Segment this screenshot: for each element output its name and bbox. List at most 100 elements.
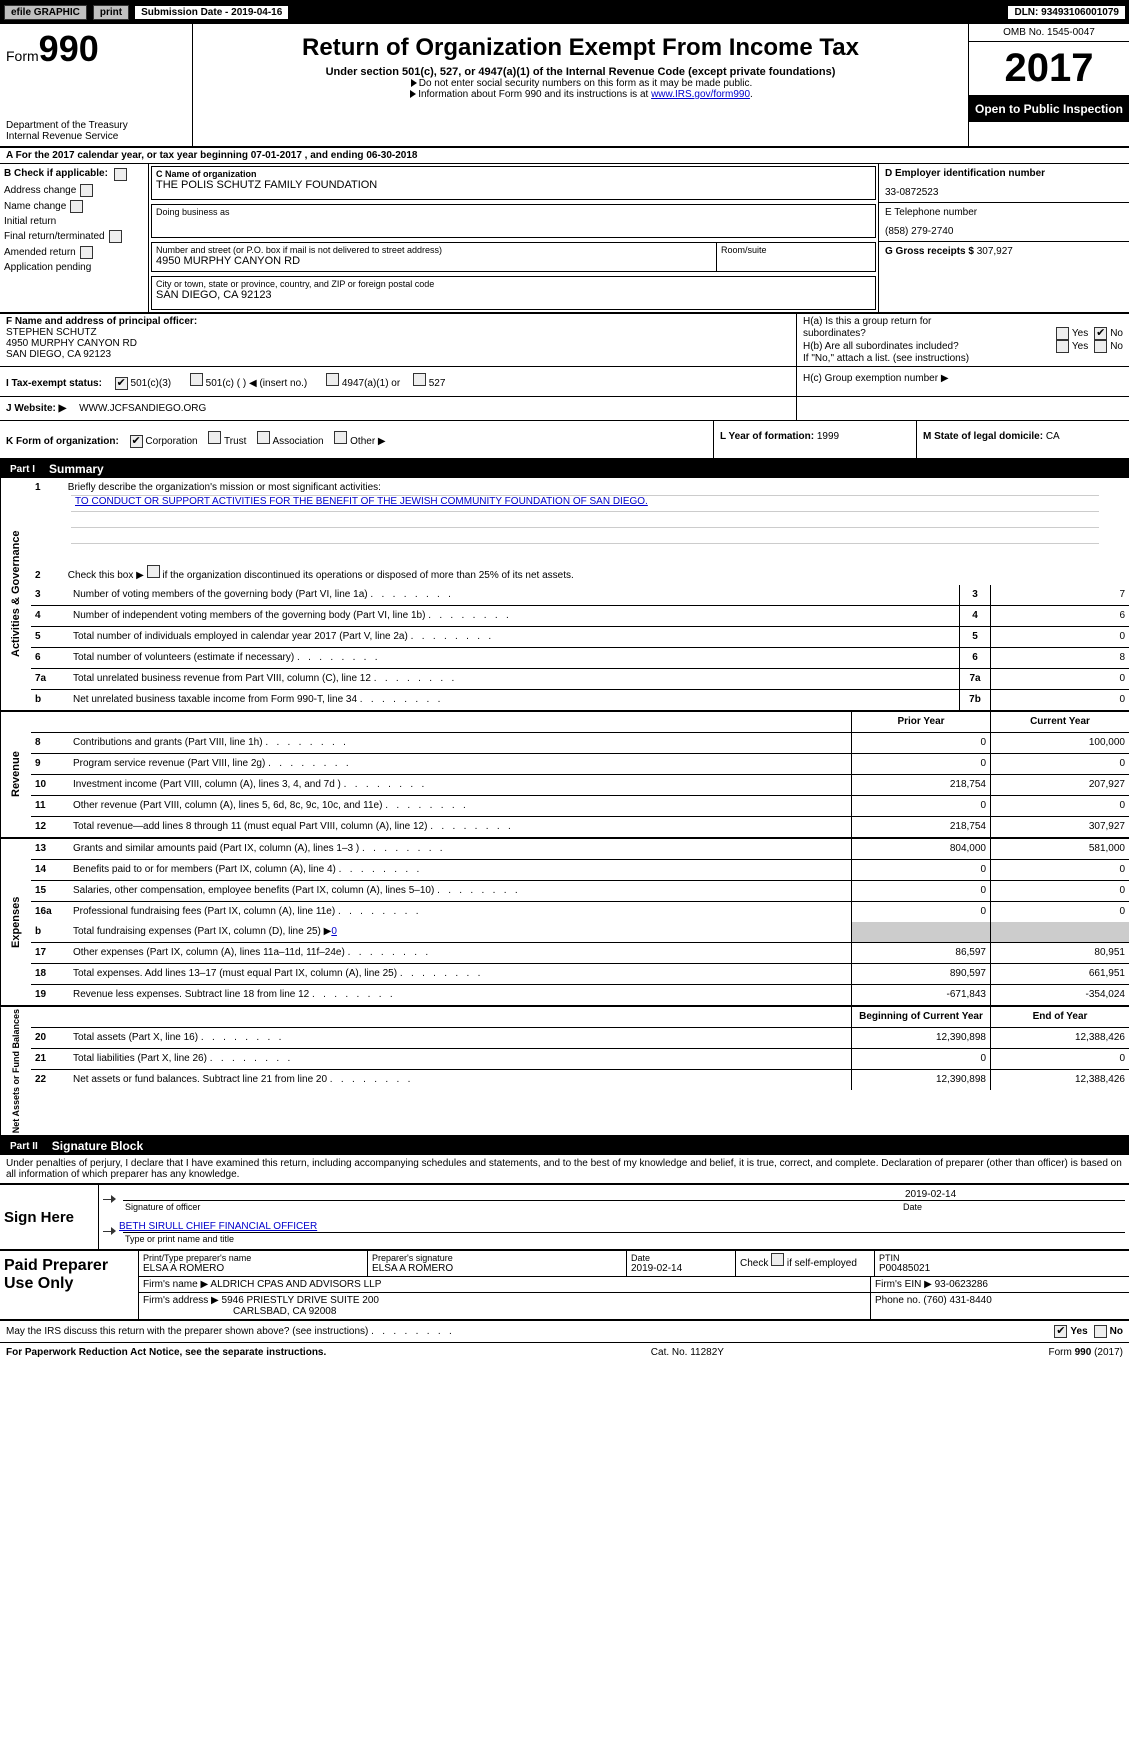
tax-year: 2017 (969, 42, 1129, 96)
checkbox-icon[interactable] (1056, 340, 1069, 353)
checkbox-icon[interactable] (208, 431, 221, 444)
line-num: 19 (31, 985, 69, 1005)
ein-value: 33-0872523 (885, 187, 1123, 198)
hb-note: If "No," attach a list. (see instruction… (803, 353, 1123, 364)
checkbox-icon[interactable] (1094, 1325, 1107, 1338)
sign-date: 2019-02-14 (905, 1189, 1125, 1200)
prior-value: 0 (851, 881, 990, 901)
summary-row: 16a Professional fundraising fees (Part … (31, 902, 1129, 922)
firm-name-label: Firm's name ▶ (143, 1279, 208, 1290)
current-value: 0 (990, 902, 1129, 922)
sign-here-label: Sign Here (0, 1185, 98, 1249)
line-num: 9 (31, 754, 69, 774)
prior-value: 804,000 (851, 839, 990, 859)
line-desc: Total number of volunteers (estimate if … (69, 648, 959, 668)
col-b-title: B Check if applicable: (4, 168, 108, 181)
firm-city: CARLSBAD, CA 92008 (233, 1306, 866, 1317)
open-to-public: Open to Public Inspection (969, 96, 1129, 122)
checkbox-checked-icon[interactable] (130, 435, 143, 448)
org-name-box: C Name of organization THE POLIS SCHUTZ … (151, 166, 876, 200)
checkbox-icon[interactable] (326, 373, 339, 386)
efile-button[interactable]: efile GRAPHIC (4, 5, 87, 20)
line-desc: Net assets or fund balances. Subtract li… (69, 1070, 851, 1090)
line-num: b (31, 922, 69, 942)
summary-row: 13 Grants and similar amounts paid (Part… (31, 839, 1129, 860)
line-key: 5 (959, 627, 990, 647)
line-desc: Total revenue—add lines 8 through 11 (mu… (69, 817, 851, 837)
checkbox-icon[interactable] (114, 168, 127, 181)
line-key: 6 (959, 648, 990, 668)
checkbox-icon[interactable] (257, 431, 270, 444)
checkbox-icon[interactable] (1094, 340, 1107, 353)
line-num: 4 (31, 606, 69, 626)
line-desc: Total unrelated business revenue from Pa… (69, 669, 959, 689)
line-desc: Program service revenue (Part VIII, line… (69, 754, 851, 774)
korg-label: K Form of organization: (6, 436, 119, 447)
summary-row: 12 Total revenue—add lines 8 through 11 … (31, 817, 1129, 837)
mission-text: TO CONDUCT OR SUPPORT ACTIVITIES FOR THE… (71, 495, 1099, 511)
line-num: 6 (31, 648, 69, 668)
city-value: SAN DIEGO, CA 92123 (156, 289, 871, 301)
summary-row: 3 Number of voting members of the govern… (31, 585, 1129, 606)
checkbox-icon[interactable] (80, 246, 93, 259)
governance-group: Activities & Governance 1 Briefly descri… (0, 478, 1129, 712)
checkbox-icon[interactable] (109, 230, 122, 243)
checkbox-icon[interactable] (147, 565, 160, 578)
irs-link[interactable]: www.IRS.gov/form990 (651, 89, 750, 100)
checkbox-checked-icon[interactable] (115, 377, 128, 390)
checkbox-icon[interactable] (70, 200, 83, 213)
state-value: CA (1046, 431, 1060, 442)
pt-name: ELSA A ROMERO (143, 1263, 363, 1274)
summary-row: 11 Other revenue (Part VIII, column (A),… (31, 796, 1129, 817)
checkbox-icon[interactable] (771, 1253, 784, 1266)
line-num: 20 (31, 1028, 69, 1048)
footer-left: For Paperwork Reduction Act Notice, see … (6, 1347, 326, 1358)
checkbox-checked-icon[interactable] (1054, 1325, 1067, 1338)
pt-name-label: Print/Type preparer's name (143, 1253, 363, 1263)
begin-year-header: Beginning of Current Year (851, 1007, 990, 1027)
line2-text: Check this box ▶ if the organization dis… (68, 570, 574, 581)
prior-value: 0 (851, 754, 990, 774)
checkbox-checked-icon[interactable] (1094, 327, 1107, 340)
line-value: 0 (990, 669, 1129, 689)
line-desc: Grants and similar amounts paid (Part IX… (69, 839, 851, 859)
omb-number: OMB No. 1545-0047 (969, 24, 1129, 42)
current-value: 0 (990, 754, 1129, 774)
part2-header: Part II Signature Block (0, 1137, 1129, 1155)
yes-label: Yes (1070, 1326, 1087, 1337)
line-value: 0 (990, 690, 1129, 710)
checkbox-icon[interactable] (190, 373, 203, 386)
tax-status-row: I Tax-exempt status: 501(c)(3) 501(c) ( … (0, 366, 1129, 396)
checkbox-icon[interactable] (1056, 327, 1069, 340)
netassets-group: Net Assets or Fund Balances Beginning of… (0, 1007, 1129, 1137)
prior-value: 0 (851, 1049, 990, 1069)
print-button[interactable]: print (93, 5, 129, 20)
checkbox-icon[interactable] (80, 184, 93, 197)
firm-addr: 5946 PRIESTLY DRIVE SUITE 200 (222, 1295, 379, 1306)
prior-year-header: Prior Year (851, 712, 990, 732)
paid-preparer-block: Paid Preparer Use Only Print/Type prepar… (0, 1251, 1129, 1321)
triangle-icon (410, 90, 416, 98)
signature-intro: Under penalties of perjury, I declare th… (0, 1155, 1129, 1183)
line-desc: Net unrelated business taxable income fr… (69, 690, 959, 710)
hb-label: H(b) Are all subordinates included? (803, 341, 959, 352)
checkbox-icon[interactable] (334, 431, 347, 444)
gross-value: 307,927 (977, 246, 1013, 257)
city-label: City or town, state or province, country… (156, 279, 871, 289)
netassets-header-row: Beginning of Current Year End of Year (31, 1007, 1129, 1028)
chk-name-change: Name change (4, 201, 66, 212)
summary-row: 17 Other expenses (Part IX, column (A), … (31, 943, 1129, 964)
opt-other: Other ▶ (350, 436, 385, 447)
current-value: 307,927 (990, 817, 1129, 837)
part2-label: Part II (6, 1141, 42, 1152)
page-footer: For Paperwork Reduction Act Notice, see … (0, 1342, 1129, 1362)
sig-officer-label: Signature of officer (123, 1201, 901, 1213)
form-word: Form (6, 48, 39, 64)
checkbox-icon[interactable] (413, 373, 426, 386)
prior-value: 218,754 (851, 775, 990, 795)
org-name-label: C Name of organization (156, 169, 871, 179)
expenses-vlabel: Expenses (0, 839, 31, 1005)
chk-amended-return: Amended return (4, 247, 76, 258)
signer-name: BETH SIRULL CHIEF FINANCIAL OFFICER (119, 1221, 1125, 1232)
line-value: 0 (990, 627, 1129, 647)
